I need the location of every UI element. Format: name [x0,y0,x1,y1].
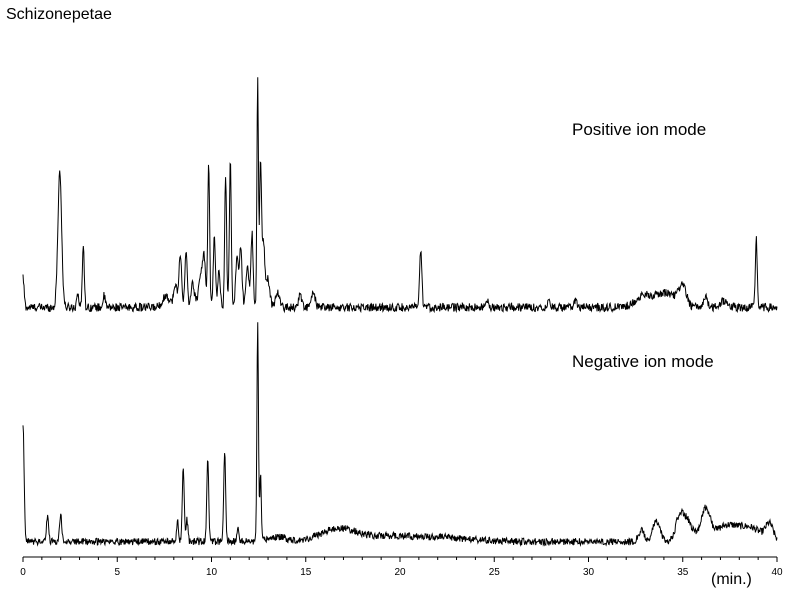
x-tick-label: 25 [489,567,501,578]
x-axis-unit-label: (min.) [711,571,752,588]
x-tick-label: 15 [300,567,312,578]
negative-ion-trace [22,322,778,547]
chart-title: Schizonepetae [6,6,112,23]
x-axis-ticks: 0 5 10 15 20 25 30 35 40 [20,557,783,578]
x-tick-label: 0 [20,567,26,578]
traces-group [22,77,778,547]
x-tick-label: 10 [206,567,218,578]
x-tick-label: 30 [583,567,595,578]
positive-ion-trace [22,77,778,314]
x-tick-label: 35 [677,567,689,578]
x-tick-label: 20 [394,567,406,578]
positive-mode-label: Positive ion mode [572,120,707,139]
x-tick-label: 5 [114,567,120,578]
x-tick-label: 40 [771,567,783,578]
negative-mode-label: Negative ion mode [572,352,714,371]
